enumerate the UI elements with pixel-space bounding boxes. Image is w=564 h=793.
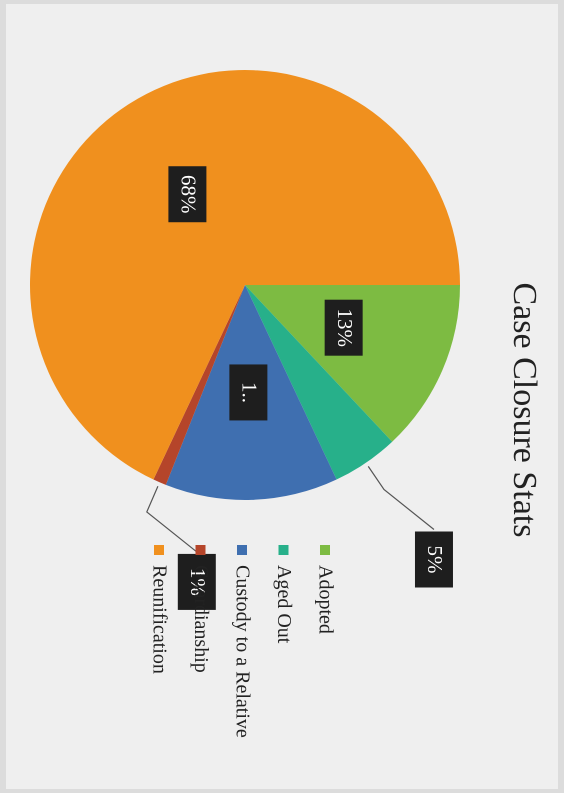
- legend-swatch: [195, 545, 206, 555]
- legend-swatch: [320, 545, 330, 555]
- pie-slice: [245, 285, 393, 480]
- legend-label: Aged Out: [273, 565, 295, 644]
- data-label: 5%: [423, 545, 447, 573]
- pie-slice: [30, 70, 460, 480]
- pie-slice: [245, 285, 460, 442]
- legend-label: Adopted: [314, 565, 336, 634]
- leader-line: [367, 466, 435, 530]
- legend-swatch: [237, 545, 247, 555]
- chart: Case Closure Stats 13% 5% 1.. 1% 68% Adopted A…: [30, 70, 543, 738]
- data-label: 1..: [238, 382, 262, 403]
- pie-slice: [153, 285, 245, 485]
- legend-swatch: [154, 545, 164, 555]
- data-label: 1%: [186, 568, 210, 596]
- legend-label: Reunification: [148, 565, 170, 674]
- data-label-box: [324, 299, 363, 356]
- legend-swatch: [278, 545, 289, 555]
- data-label-box: [414, 531, 453, 588]
- data-label: 68%: [177, 175, 201, 214]
- data-label: 13%: [333, 308, 357, 347]
- data-label-box: [177, 553, 216, 610]
- data-label-box: [229, 364, 268, 421]
- data-label-box: [168, 166, 207, 223]
- legend-label: Guardianship: [190, 565, 212, 673]
- leader-line: [146, 486, 198, 553]
- legend-label: Custody to a Relative: [231, 565, 253, 738]
- chart-title: Case Closure Stats: [506, 283, 543, 538]
